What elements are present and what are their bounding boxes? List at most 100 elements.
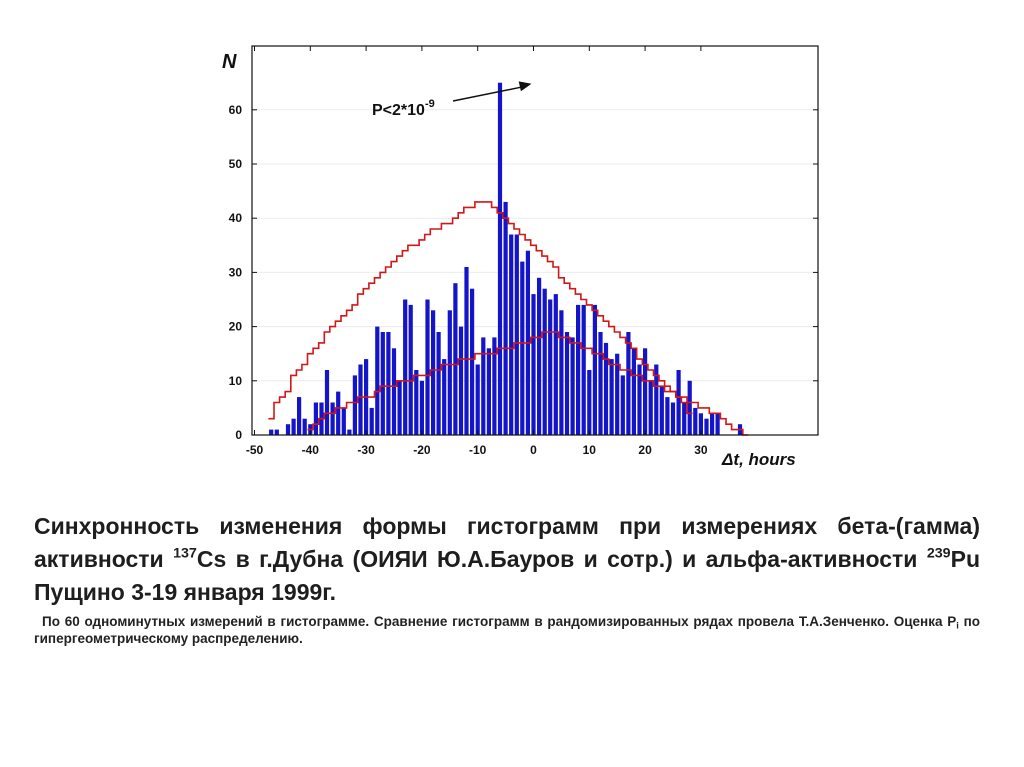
p-value-label: P<2*10-9	[372, 98, 435, 119]
histogram-chart: 0 10 20 30 40 50 60 -50 -40 -30 -20 -10 0 10 20 30 P<2*…	[222, 45, 819, 469]
y-gridlines	[252, 109, 818, 382]
histogram-bar	[470, 288, 475, 435]
histogram-bar	[497, 82, 503, 435]
histogram-bar	[576, 304, 581, 435]
histogram-bar	[464, 267, 469, 435]
histogram-bar	[542, 288, 547, 435]
histogram-bar	[615, 353, 620, 435]
y-tick-label: 10	[229, 374, 243, 388]
red-lower-envelope	[307, 331, 749, 436]
x-tick-label: 30	[694, 443, 708, 457]
y-tick-label: 30	[229, 265, 243, 279]
histogram-bar	[654, 364, 659, 435]
histogram-bar	[603, 342, 609, 435]
plot-frame	[251, 45, 819, 436]
x-tick-label: 0	[530, 443, 537, 457]
histogram-bar	[531, 294, 536, 435]
caption-part-2: Cs в г.Дубна (ОИЯИ Ю.А.Бауров и сотр.) и…	[196, 546, 927, 572]
histogram-bar	[297, 397, 302, 435]
histogram-bar	[676, 370, 681, 435]
annotation-arrow-head	[518, 81, 532, 92]
histogram-bar	[659, 386, 664, 435]
x-tick-label: 20	[638, 443, 652, 457]
p-value-base: P<2*10	[372, 102, 425, 119]
histogram-bar	[324, 370, 330, 435]
caption-part-1: Синхронность изменения формы гистограмм …	[34, 513, 980, 572]
histogram-bar	[682, 402, 687, 435]
x-tick-label: -50	[246, 443, 264, 457]
histogram-bar	[369, 407, 374, 435]
slide-caption: Синхронность изменения формы гистограмм …	[34, 510, 980, 609]
histogram-bar	[704, 418, 709, 435]
histogram-bar	[436, 332, 441, 435]
axis-ticks: 0 10 20 30 40 50 60 -50 -40 -30 -20 -10 0 10 20 30	[229, 46, 818, 457]
histogram-bar	[643, 348, 648, 435]
red-envelope-lines	[268, 201, 749, 436]
histogram-bar	[481, 337, 486, 435]
histogram-bar	[352, 375, 357, 435]
histogram-bar	[626, 332, 631, 435]
histogram-bar	[553, 294, 558, 435]
histogram-bar	[285, 424, 291, 435]
histogram-bar	[620, 375, 625, 435]
histogram-bar	[548, 299, 553, 435]
y-tick-label: 50	[229, 157, 243, 171]
histogram-bar	[665, 397, 670, 435]
x-tick-label: -40	[302, 443, 320, 457]
histogram-bar	[670, 402, 676, 435]
histogram-bar	[313, 402, 318, 435]
histogram-bar	[592, 304, 597, 435]
histogram-bar	[598, 332, 603, 435]
x-tick-label: 10	[583, 443, 597, 457]
histogram-bar	[537, 277, 542, 435]
histogram-bar	[503, 201, 508, 435]
histogram-bar	[693, 407, 698, 435]
p-value-exponent: -9	[425, 98, 435, 110]
histogram-bar	[458, 326, 464, 435]
histogram-bar	[347, 429, 352, 435]
subcaption-part-2: по гипергеометрическому распределению.	[34, 614, 980, 646]
histogram-bar	[453, 283, 458, 435]
histogram-bar	[375, 326, 380, 435]
histogram-bar	[269, 429, 274, 435]
x-tick-label: -10	[469, 443, 487, 457]
annotation-arrow-line	[452, 85, 524, 102]
x-tick-label: -20	[413, 443, 431, 457]
y-axis-title: N	[222, 51, 237, 73]
histogram-bar	[631, 348, 636, 435]
histogram-bar	[425, 299, 430, 435]
histogram-bar	[570, 337, 575, 435]
histogram-bar	[514, 234, 519, 435]
histogram-bar	[581, 304, 586, 435]
y-tick-label: 0	[235, 428, 242, 442]
histogram-bar	[336, 391, 341, 435]
blue-histogram-bars	[269, 82, 743, 435]
x-tick-label: -30	[357, 443, 375, 457]
histogram-bar	[380, 332, 385, 435]
y-tick-label: 20	[229, 320, 243, 334]
pu-mass-number: 239	[926, 545, 951, 562]
histogram-bar	[408, 304, 413, 435]
histogram-bar	[710, 413, 715, 435]
caption-part-3: Pu Пущино 3-19 января 1999г.	[34, 546, 980, 605]
histogram-bar	[486, 348, 491, 435]
histogram-bar	[687, 380, 692, 435]
histogram-bar	[302, 418, 307, 435]
histogram-bar	[715, 413, 720, 435]
histogram-bar	[698, 413, 703, 435]
y-tick-label: 40	[229, 211, 243, 225]
histogram-bar	[509, 234, 514, 435]
cs-mass-number: 137	[173, 545, 197, 562]
histogram-bar	[637, 364, 642, 435]
histogram-bar	[391, 348, 397, 435]
histogram-bar	[492, 337, 497, 435]
histogram-bar	[475, 364, 480, 435]
red-upper-envelope	[268, 201, 693, 420]
histogram-bar	[291, 418, 296, 435]
subcaption-part-1: По 60 одноминутных измерений в гистограм…	[42, 614, 957, 629]
histogram-bar	[564, 332, 570, 435]
x-axis-title: Δt, hours	[721, 450, 796, 469]
histogram-bar	[559, 310, 564, 435]
y-tick-label: 60	[229, 103, 243, 117]
histogram-bar	[330, 402, 335, 435]
